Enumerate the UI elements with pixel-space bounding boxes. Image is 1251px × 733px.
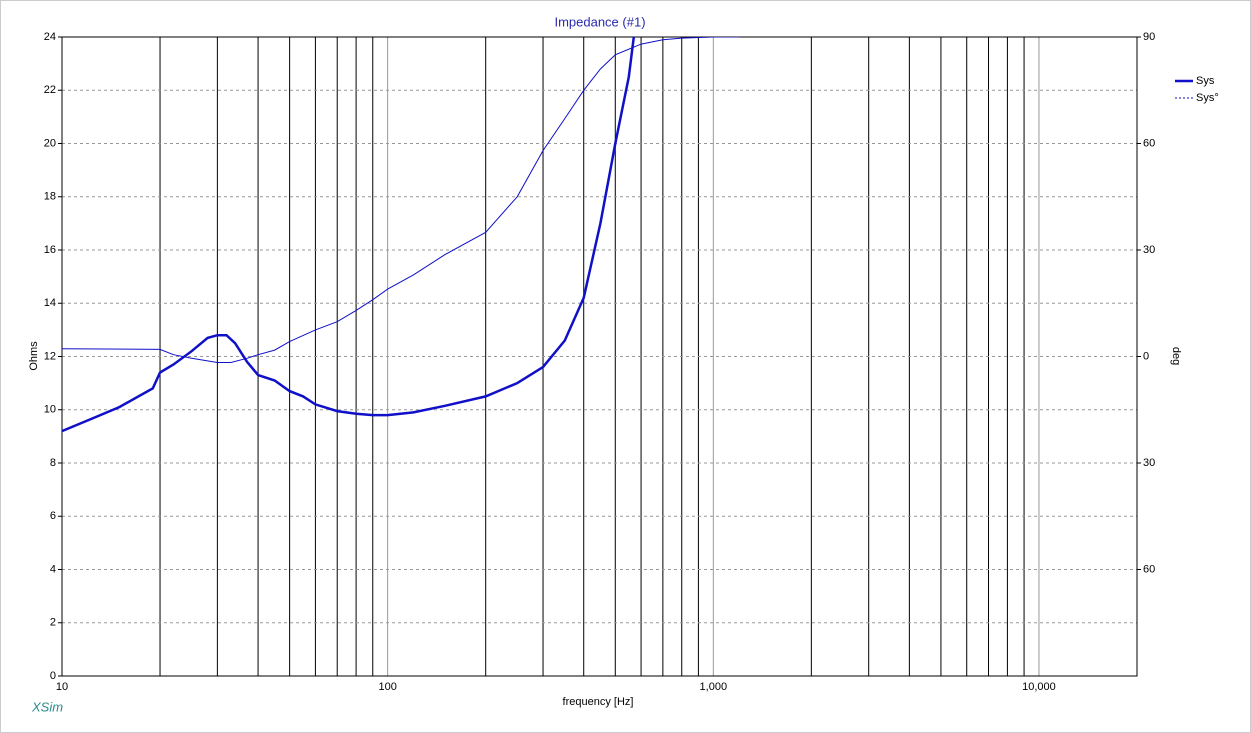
plot-frame	[61, 36, 1138, 677]
y2-tick-label: 60	[1143, 563, 1155, 575]
y-tick-label: 22	[44, 84, 56, 96]
series-line	[62, 37, 740, 363]
y-tick-label: 2	[50, 617, 56, 629]
y-tick-label: 14	[44, 297, 56, 309]
y2-tick-label: 30	[1143, 244, 1155, 256]
x-axis-label: frequency [Hz]	[563, 696, 634, 708]
y-tick-label: 24	[44, 31, 56, 43]
y-tick-label: 18	[44, 191, 56, 203]
x-tick-label: 1,000	[700, 681, 728, 693]
y-tick-label: 6	[50, 510, 56, 522]
y-tick-label: 4	[50, 563, 56, 575]
y2-tick-label: 90	[1143, 31, 1155, 43]
y2-tick-label: 0	[1143, 350, 1149, 362]
y-tick-label: 0	[50, 670, 56, 682]
y-tick-label: 16	[44, 244, 56, 256]
x-tick-label: 10	[56, 681, 68, 693]
y-tick-label: 20	[44, 137, 56, 149]
legend-label: Sys°	[1196, 92, 1219, 104]
footer-logo: XSim	[31, 699, 63, 714]
y2-tick-label: 30	[1143, 457, 1155, 469]
y2-axis-label: deg	[1170, 347, 1182, 365]
series-line	[62, 37, 636, 433]
y2-tick-label: 60	[1143, 137, 1155, 149]
y-axis-label: Ohms	[28, 341, 40, 371]
y-tick-label: 8	[50, 457, 56, 469]
y-tick-label: 10	[44, 404, 56, 416]
x-tick-label: 100	[378, 681, 396, 693]
chart-title: Impedance (#1)	[554, 14, 645, 29]
y-tick-label: 12	[44, 350, 56, 362]
x-tick-label: 10,000	[1022, 681, 1056, 693]
legend-label: Sys	[1196, 75, 1215, 87]
